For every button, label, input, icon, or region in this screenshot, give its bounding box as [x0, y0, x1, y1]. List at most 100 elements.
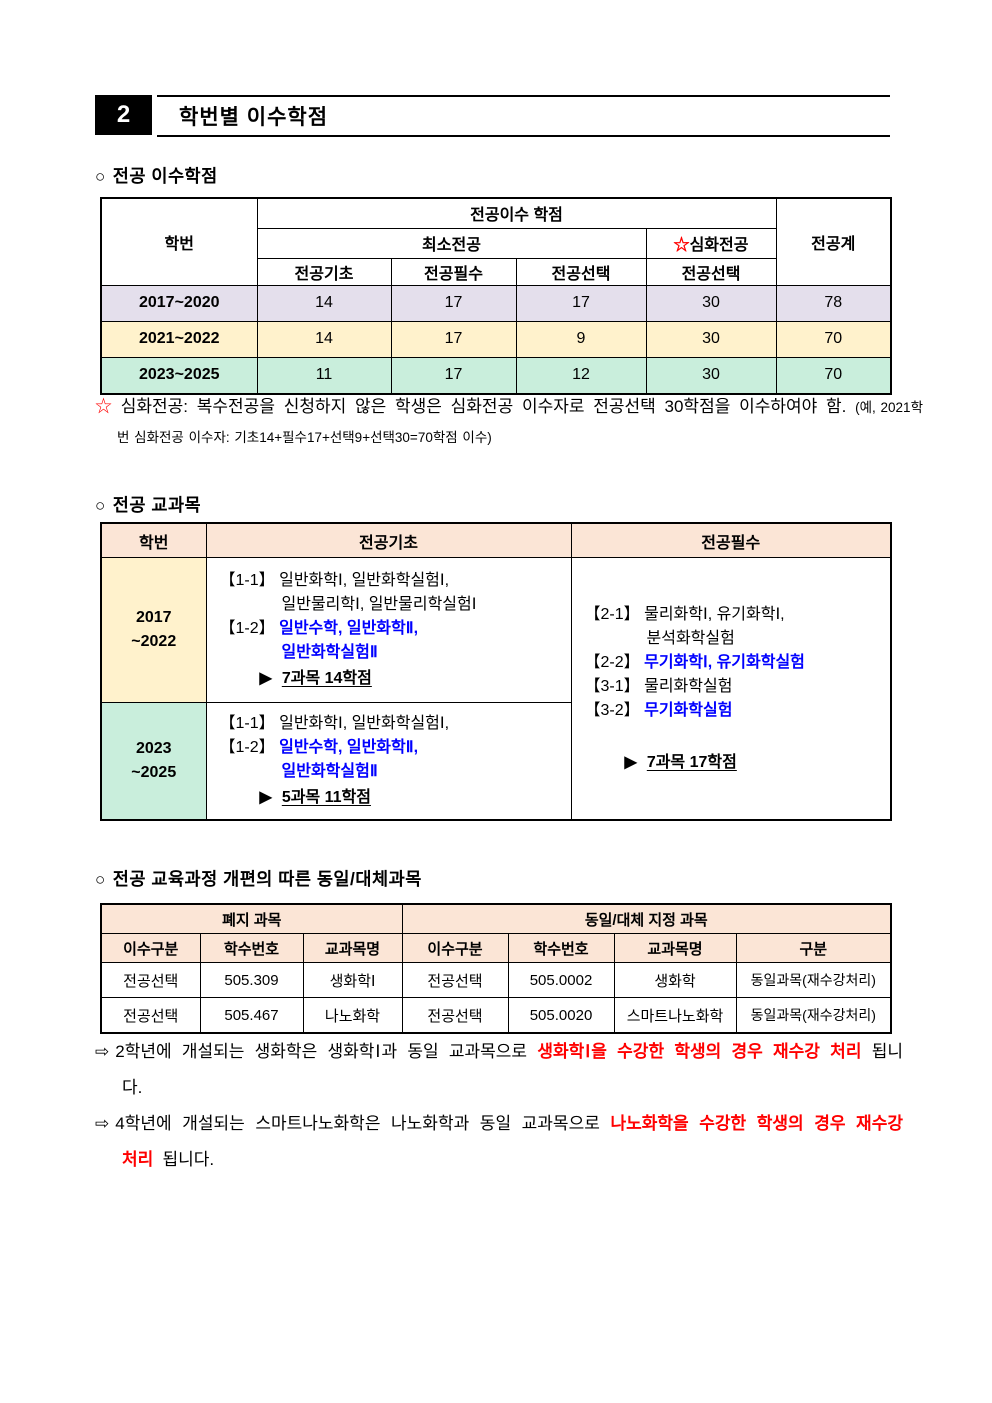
course-names-new: 일반화학실험Ⅱ [281, 763, 378, 780]
cell-value: 전공선택 [401, 962, 509, 998]
deep-major-label: 심화전공 [689, 237, 749, 254]
cell-value: 생화학Ⅰ [302, 962, 403, 998]
col-header-pilsu: 전공필수 [570, 522, 892, 558]
table-row-2017-2022: 2017 ~2022 【1-1】 일반화학Ⅰ, 일반화학실험Ⅰ, 일반물리학Ⅰ,… [100, 557, 892, 821]
cell-value: 동일과목(재수강처리) [735, 997, 892, 1034]
course-summary: ▶ 5과목 11학점 [220, 786, 566, 810]
row-label: 2023 ~2025 [100, 702, 207, 821]
note-warning-text: 생화학Ⅰ을 수강한 학생의 경우 재수강 처리 [537, 1042, 862, 1061]
deep-major-footnote: ☆ 심화전공: 복수전공을 신청하지 않은 학생은 심화전공 이수자로 전공선택… [95, 392, 923, 452]
course-names-new: 무기화학Ⅰ, 유기화학실험 [644, 653, 805, 671]
table-header-row: 학번 전공기초 전공필수 [100, 522, 892, 558]
course-line: 【1-1】 일반화학Ⅰ, 일반화학실험Ⅰ, 일반물리학Ⅰ, 일반물리학실험Ⅰ [220, 569, 566, 617]
major-credit-table: 학번 전공이수 학점 전공계 최소전공 ☆심화전공 전공기초 전공필수 전공선택… [100, 197, 893, 395]
year-from: 2023 [135, 740, 172, 757]
section3-heading: ○ 전공 교육과정 개편의 따른 동일/대체과목 [95, 866, 422, 891]
footnote-example: (예, 2021학번 심화전공 이수자: 기초14+필수17+선택9+선택30=… [117, 400, 923, 445]
note-text: 됩니다. [162, 1150, 215, 1169]
row-label: 2021~2022 [100, 320, 258, 358]
col-header: 교과목명 [302, 933, 403, 963]
year-to: ~2025 [131, 764, 177, 781]
col-header: 학수번호 [507, 933, 615, 963]
table-group-header-row: 폐지 과목 동일/대체 지정 과목 [100, 903, 892, 934]
arrow-icon: ⇨ [95, 1042, 110, 1061]
cell-value: 나노화학 [302, 997, 403, 1034]
course-names-new: 일반수학, 일반화학Ⅱ, [279, 739, 419, 756]
triangle-bullet-icon: ▶ [259, 670, 272, 687]
cell-value: 17 [390, 356, 517, 394]
course-names: 일반화학Ⅰ, 일반화학실험Ⅰ, [279, 572, 450, 589]
group-header-abolished: 폐지 과목 [100, 903, 403, 934]
cell-value: 전공선택 [401, 997, 509, 1034]
semester-tag: 【1-1】 [219, 715, 275, 732]
course-names: 물리화학실험 [644, 677, 733, 695]
note-text: 2학년에 개설되는 생화학은 생화학Ⅰ과 동일 교과목으로 [115, 1042, 528, 1061]
major-course-table: 학번 전공기초 전공필수 2017 ~2022 【1-1】 일반화학Ⅰ, 일반화… [100, 522, 892, 821]
row-label: 2023~2025 [100, 356, 258, 394]
course-line: 【2-1】 물리화학Ⅰ, 유기화학Ⅰ, 분석화학실험 [585, 603, 886, 651]
col-header-hakbeon: 학번 [100, 522, 207, 558]
arrow-icon: ⇨ [95, 1114, 110, 1133]
cell-value: 17 [390, 320, 517, 358]
semester-tag: 【1-2】 [219, 620, 275, 637]
cell-value: 505.309 [199, 962, 304, 998]
course-names-new: 일반화학실험Ⅱ [281, 644, 378, 661]
section-title-rule: 학번별 이수학점 [157, 95, 890, 137]
col-header-total: 전공계 [775, 197, 892, 286]
course-names-new: 무기화학실험 [644, 701, 733, 719]
course-line: 【2-2】 무기화학Ⅰ, 유기화학실험 [585, 651, 886, 675]
col-header: 학수번호 [199, 933, 304, 963]
table-row-nanochem: 전공선택 505.467 나노화학 전공선택 505.0020 스마트나노화학 … [100, 997, 892, 1034]
row-label: 2017~2020 [100, 284, 258, 322]
cell-value: 11 [256, 356, 392, 394]
circle-bullet-icon: ○ [95, 496, 106, 515]
circle-bullet-icon: ○ [95, 167, 106, 186]
section1-heading: ○ 전공 이수학점 [95, 163, 218, 188]
year-to: ~2022 [131, 633, 177, 650]
course-names: 분석화학실험 [646, 629, 735, 647]
cell-value: 14 [256, 284, 392, 322]
semester-tag: 【1-1】 [219, 572, 275, 589]
page-title: 학번별 이수학점 [179, 106, 329, 129]
course-names-new: 일반수학, 일반화학Ⅱ, [279, 620, 419, 637]
col-header-gicho: 전공기초 [256, 257, 392, 286]
table-row-2017-2020: 2017~2020 14 17 17 30 78 [100, 284, 892, 322]
course-line: 【3-1】 물리화학실험 [585, 675, 886, 699]
cell-pilsu-courses: 【2-1】 물리화학Ⅰ, 유기화학Ⅰ, 분석화학실험 【2-2】 무기화학Ⅰ, … [570, 557, 892, 821]
cell-value: 12 [515, 356, 647, 394]
bottom-notes: ⇨ 2학년에 개설되는 생화학은 생화학Ⅰ과 동일 교과목으로 생화학Ⅰ을 수강한… [95, 1034, 903, 1178]
col-header: 구분 [735, 933, 892, 963]
col-header: 교과목명 [613, 933, 737, 963]
col-header-pilsu: 전공필수 [390, 257, 517, 286]
col-header-deep-major: ☆심화전공 [645, 227, 777, 259]
col-header-seontaek: 전공선택 [515, 257, 647, 286]
course-line: 【1-2】 일반수학, 일반화학Ⅱ, 일반화학실험Ⅱ [220, 736, 566, 784]
spacer [585, 723, 886, 749]
course-line: 【1-1】 일반화학Ⅰ, 일반화학실험Ⅰ, [220, 712, 566, 736]
cell-value: 30 [645, 320, 777, 358]
course-names: 물리화학Ⅰ, 유기화학Ⅰ, [644, 605, 785, 623]
cell-value: 70 [775, 320, 892, 358]
cell-value: 30 [645, 284, 777, 322]
replacement-course-table: 폐지 과목 동일/대체 지정 과목 이수구분 학수번호 교과목명 이수구분 학수… [100, 903, 893, 1034]
cell-value: 생화학 [613, 962, 737, 998]
section-header-bar: 2 학번별 이수학점 [95, 95, 890, 137]
col-header-group: 전공이수 학점 [256, 197, 777, 229]
col-header-hakbeon: 학번 [100, 197, 258, 286]
table-header-row: 이수구분 학수번호 교과목명 이수구분 학수번호 교과목명 구분 [100, 933, 892, 963]
cell-value: 505.0020 [507, 997, 615, 1034]
section1-heading-label: 전공 이수학점 [112, 166, 218, 186]
course-summary: ▶ 7과목 17학점 [585, 751, 886, 775]
star-icon: ☆ [95, 397, 113, 416]
cell-value: 동일과목(재수강처리) [735, 962, 892, 998]
course-line: 【1-2】 일반수학, 일반화학Ⅱ, 일반화학실험Ⅱ [220, 617, 566, 665]
cell-value: 전공선택 [100, 997, 201, 1034]
table-header-row: 전공기초 전공필수 전공선택 전공선택 [101, 257, 891, 286]
course-line: 【3-2】 무기화학실험 [585, 699, 886, 723]
group-header-replacement: 동일/대체 지정 과목 [401, 903, 892, 934]
cell-value: 전공선택 [100, 962, 201, 998]
table-header-row: 학번 전공이수 학점 전공계 [100, 197, 892, 286]
cell-value: 505.467 [199, 997, 304, 1034]
note-text: 4학년에 개설되는 스마트나노화학은 나노화학과 동일 교과목으로 [115, 1114, 600, 1133]
cell-value: 30 [645, 356, 777, 394]
